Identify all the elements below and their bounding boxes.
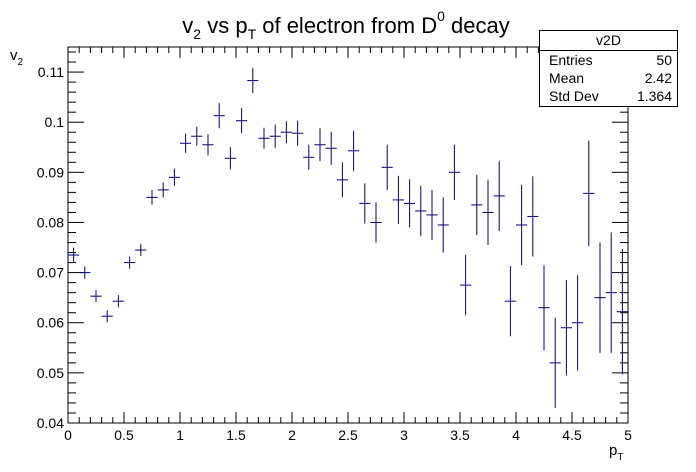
- data-point: [359, 183, 370, 223]
- data-point: [527, 176, 538, 256]
- x-axis-label: pT: [609, 442, 623, 463]
- x-tick-label: 5: [624, 427, 632, 443]
- x-tick-label: 0: [64, 427, 72, 443]
- data-point: [79, 267, 90, 279]
- data-point: [270, 125, 281, 148]
- x-tick-label: 3.5: [450, 427, 470, 443]
- x-tick-label: 3: [400, 427, 408, 443]
- x-tick-label: 2.5: [338, 427, 358, 443]
- x-tick-label: 2: [288, 427, 296, 443]
- x-tick-label: 4: [512, 427, 520, 443]
- data-point: [314, 128, 325, 161]
- data-point: [516, 185, 527, 265]
- data-point: [404, 179, 415, 227]
- stats-std-label: Std Dev: [549, 87, 599, 105]
- data-point: [606, 232, 617, 352]
- data-point: [393, 176, 404, 224]
- y-tick-label: 0.04: [37, 415, 64, 431]
- stats-mean-label: Mean: [549, 69, 584, 87]
- stats-std-value: 1.364: [637, 87, 672, 105]
- data-point: [426, 190, 437, 240]
- data-point: [236, 108, 247, 133]
- data-point: [348, 131, 359, 171]
- data-point: [617, 249, 628, 374]
- data-point: [382, 145, 393, 190]
- stats-box: v2D Entries 50 Mean 2.42 Std Dev 1.364: [539, 30, 678, 107]
- data-point: [180, 134, 191, 153]
- x-tick-label: 0.5: [114, 427, 134, 443]
- data-series-v2D: [68, 68, 628, 408]
- y-tick-label: 0.09: [37, 164, 64, 180]
- stats-row-mean: Mean 2.42: [540, 69, 677, 87]
- data-point: [561, 280, 572, 375]
- stats-title: v2D: [540, 31, 677, 51]
- data-point: [538, 265, 549, 350]
- data-point: [449, 145, 460, 200]
- data-point: [169, 169, 180, 186]
- y-tick-label: 0.11: [38, 64, 64, 80]
- stats-row-entries: Entries 50: [540, 51, 677, 69]
- y-tick-label: 0.07: [37, 265, 64, 281]
- data-point: [214, 103, 225, 128]
- y-axis-ticks: 0.04 0.05 0.06 0.07 0.08 0.09 0.1 0.11: [37, 52, 628, 431]
- data-point: [113, 295, 124, 307]
- data-point: [482, 180, 493, 245]
- y-tick-label: 0.06: [37, 315, 64, 331]
- data-point: [135, 244, 146, 256]
- data-point: [337, 162, 348, 197]
- data-point: [505, 266, 516, 336]
- y-axis-label: v2: [10, 47, 24, 68]
- data-point: [370, 202, 381, 242]
- data-point: [68, 248, 79, 263]
- data-point: [326, 132, 337, 165]
- data-point: [594, 243, 605, 353]
- stats-mean-value: 2.42: [645, 69, 672, 87]
- data-point: [158, 182, 169, 197]
- data-point: [583, 141, 594, 246]
- stats-row-std: Std Dev 1.364: [540, 87, 677, 105]
- data-point: [438, 197, 449, 252]
- stats-entries-value: 50: [656, 51, 672, 69]
- data-point: [202, 134, 213, 155]
- stats-entries-label: Entries: [549, 51, 593, 69]
- data-point: [494, 161, 505, 231]
- data-point: [550, 318, 561, 408]
- data-point: [258, 128, 269, 149]
- y-tick-label: 0.1: [45, 114, 65, 130]
- data-point: [225, 147, 236, 169]
- x-tick-label: 1.5: [226, 427, 246, 443]
- data-point: [90, 290, 101, 302]
- data-point: [146, 190, 157, 205]
- y-tick-label: 0.05: [37, 365, 64, 381]
- data-point: [415, 186, 426, 236]
- data-point: [292, 121, 303, 146]
- data-point: [281, 121, 292, 143]
- data-point: [471, 175, 482, 235]
- y-tick-label: 0.08: [37, 214, 64, 230]
- data-point: [247, 68, 258, 93]
- data-point: [124, 257, 135, 269]
- x-tick-label: 4.5: [562, 427, 582, 443]
- data-point: [460, 255, 471, 315]
- data-point: [572, 275, 583, 370]
- data-point: [303, 145, 314, 170]
- data-point: [102, 310, 113, 322]
- chart-title: v2 vs pT of electron from D0 decay: [182, 8, 509, 42]
- x-tick-label: 1: [176, 427, 184, 443]
- data-point: [191, 127, 202, 146]
